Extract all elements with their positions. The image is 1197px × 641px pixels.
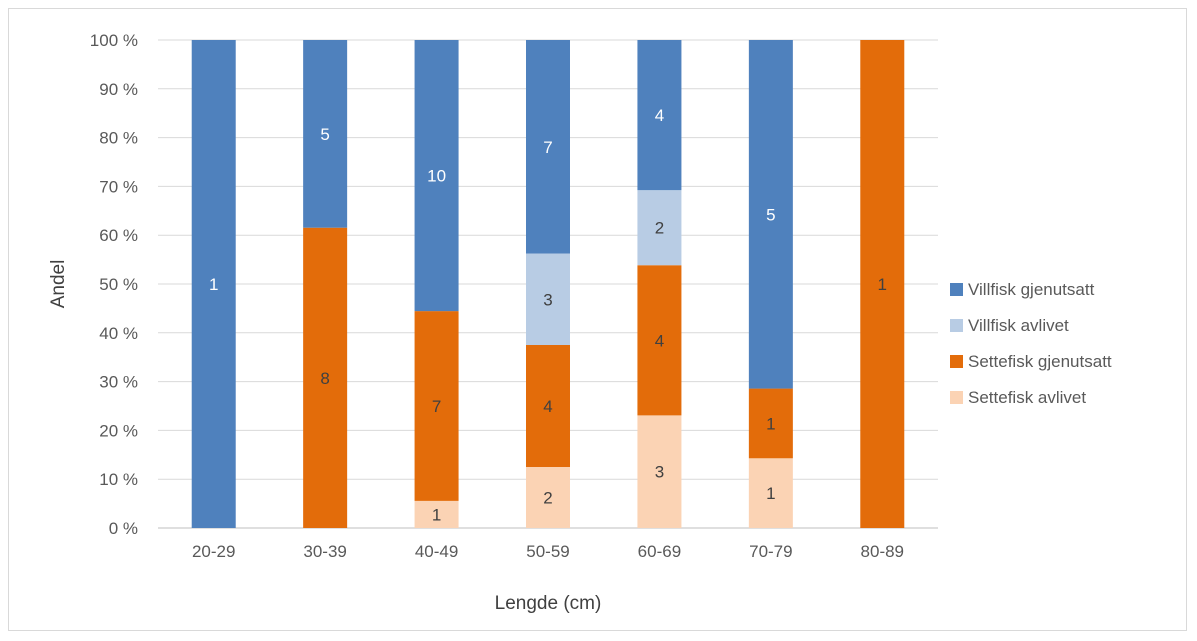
data-label: 1 bbox=[432, 505, 441, 524]
data-label: 5 bbox=[766, 205, 775, 224]
data-label: 5 bbox=[320, 125, 329, 144]
data-label: 1 bbox=[766, 414, 775, 433]
data-label: 2 bbox=[655, 219, 664, 238]
y-tick-label: 20 % bbox=[99, 421, 138, 440]
legend-label: Settefisk gjenutsatt bbox=[968, 352, 1112, 371]
bar-segment bbox=[637, 190, 682, 266]
y-tick-label: 40 % bbox=[99, 324, 138, 343]
y-tick-label: 0 % bbox=[109, 519, 138, 538]
bar-segment bbox=[191, 40, 236, 528]
legend-swatch bbox=[950, 391, 963, 404]
bar-segment bbox=[748, 40, 793, 389]
legend-label: Villfisk avlivet bbox=[968, 316, 1069, 335]
bar-segment bbox=[526, 253, 570, 345]
legend: Villfisk gjenutsatt Villfisk avlivet Sette… bbox=[950, 280, 1112, 407]
y-tick-label: 90 % bbox=[99, 80, 138, 99]
bar-segment bbox=[748, 388, 793, 459]
data-label: 3 bbox=[543, 290, 552, 309]
x-tick-label: 50-59 bbox=[526, 542, 569, 561]
legend-swatch bbox=[950, 283, 963, 296]
bar-segment bbox=[526, 467, 570, 528]
legend-swatch bbox=[950, 355, 963, 368]
bar-segment bbox=[303, 227, 348, 528]
bar-segment bbox=[414, 311, 459, 501]
data-label: 7 bbox=[543, 138, 552, 157]
y-tick-label: 30 % bbox=[99, 373, 138, 392]
data-label: 3 bbox=[655, 463, 664, 482]
legend-label: Settefisk avlivet bbox=[968, 388, 1086, 407]
bars: 1 8 5 1 7 10 2 4 3 7 3 4 2 4 1 1 5 1 bbox=[191, 40, 905, 528]
x-tick-label: 80-89 bbox=[861, 542, 904, 561]
y-tick-label: 10 % bbox=[99, 470, 138, 489]
data-label: 1 bbox=[878, 275, 887, 294]
data-label: 4 bbox=[655, 106, 664, 125]
data-label: 10 bbox=[427, 167, 446, 186]
bar-segment bbox=[303, 40, 348, 228]
x-tick-label: 60-69 bbox=[638, 542, 681, 561]
data-label: 1 bbox=[209, 275, 218, 294]
y-axis-tick-labels: 0 % 10 % 20 % 30 % 40 % 50 % 60 % 70 % 80 % 90 % 1… bbox=[90, 31, 138, 538]
data-label: 1 bbox=[766, 484, 775, 503]
legend-label: Villfisk gjenutsatt bbox=[968, 280, 1095, 299]
bar-segment bbox=[637, 415, 682, 528]
y-tick-label: 50 % bbox=[99, 275, 138, 294]
bar-segment bbox=[414, 40, 459, 312]
y-tick-label: 70 % bbox=[99, 177, 138, 196]
bar-segment bbox=[860, 40, 905, 528]
data-label: 2 bbox=[543, 489, 552, 508]
y-tick-label: 60 % bbox=[99, 226, 138, 245]
data-label: 4 bbox=[655, 331, 664, 350]
data-label: 4 bbox=[543, 397, 552, 416]
x-axis-tick-labels: 20-29 30-39 40-49 50-59 60-69 70-79 80-89 bbox=[192, 542, 904, 561]
y-tick-label: 80 % bbox=[99, 129, 138, 148]
x-tick-label: 40-49 bbox=[415, 542, 458, 561]
data-label: 8 bbox=[320, 369, 329, 388]
bar-segment bbox=[526, 345, 570, 467]
x-tick-label: 70-79 bbox=[749, 542, 792, 561]
bar-segment bbox=[637, 40, 682, 191]
x-tick-label: 30-39 bbox=[303, 542, 346, 561]
data-label: 7 bbox=[432, 397, 441, 416]
y-axis-label: Andel bbox=[48, 260, 69, 309]
bar-segment bbox=[414, 500, 459, 528]
bar-segment bbox=[748, 458, 793, 528]
legend-swatch bbox=[950, 319, 963, 332]
bar-segment bbox=[637, 265, 682, 416]
y-tick-label: 100 % bbox=[90, 31, 138, 50]
x-axis-label: Lengde (cm) bbox=[495, 593, 602, 614]
x-tick-label: 20-29 bbox=[192, 542, 235, 561]
bar-segment bbox=[526, 40, 570, 254]
